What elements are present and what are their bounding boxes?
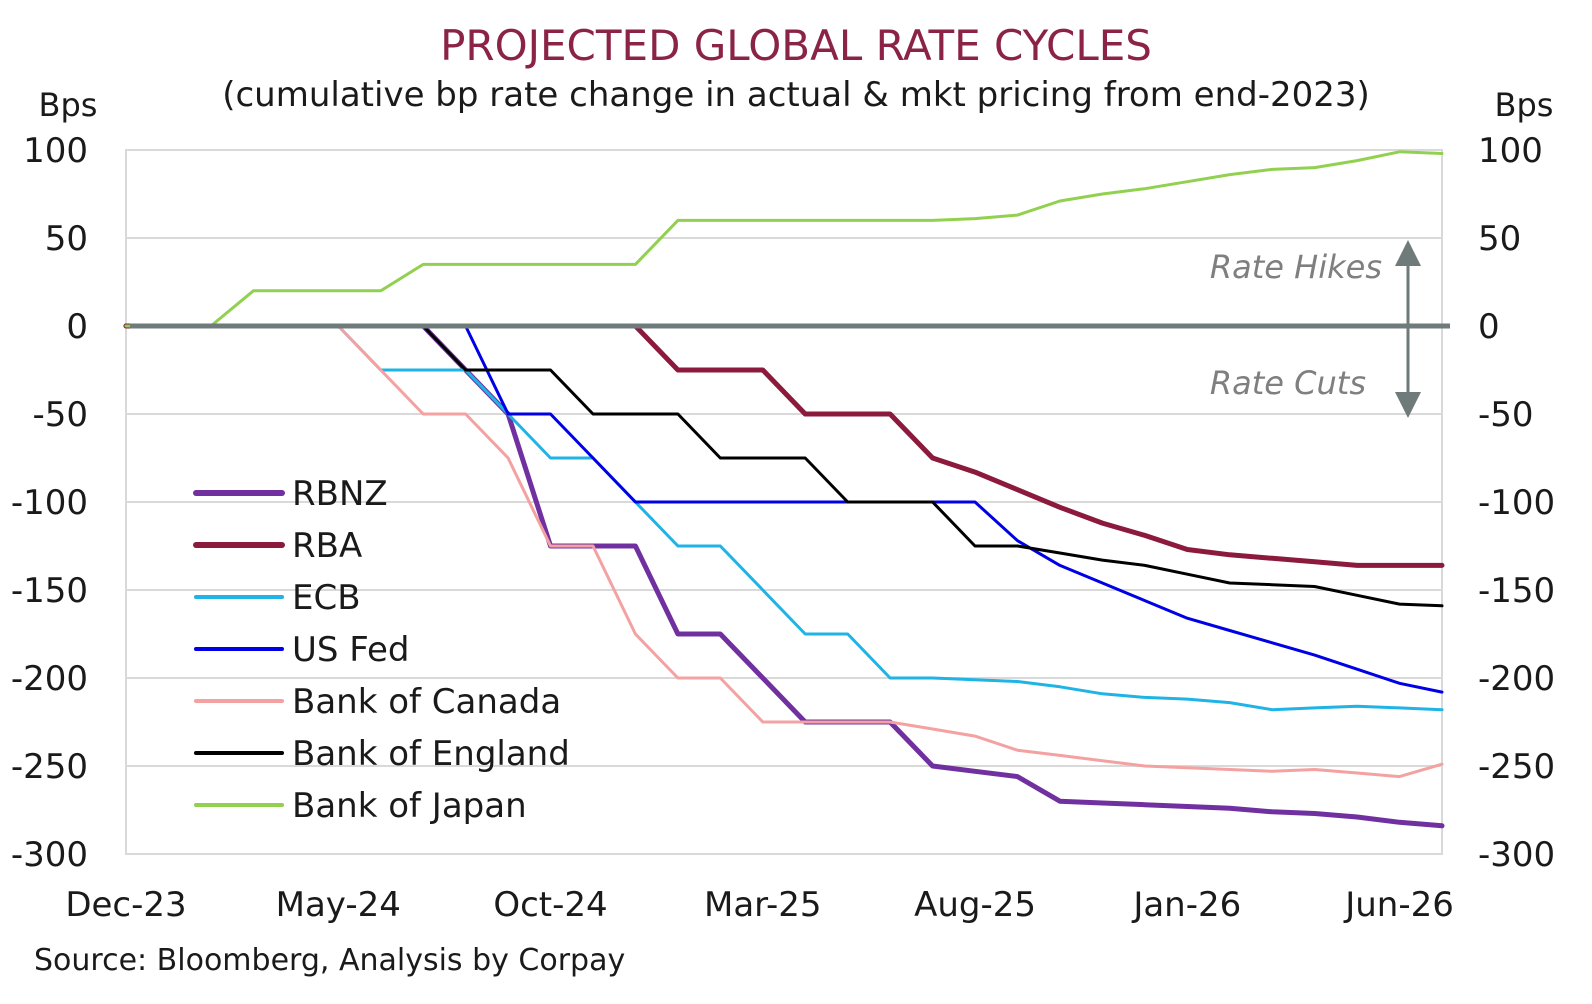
x-axis: Dec-23 May-24 Oct-24 Mar-25 Aug-25 Jan-26 Jun-… [65, 885, 1454, 925]
x-tick-label: Jan-26 [1131, 885, 1241, 925]
y-tick-label-right: -150 [1478, 571, 1555, 611]
legend-label: RBA [292, 526, 362, 566]
y-axis-left: 100 50 0 -50 -100 -150 -200 -250 -300 [11, 131, 88, 875]
legend-label: ECB [292, 578, 361, 618]
y-tick-label-right: -100 [1478, 483, 1555, 523]
chart-title: PROJECTED GLOBAL RATE CYCLES [440, 21, 1152, 70]
rate-hikes-annotation: Rate Hikes [1210, 248, 1382, 286]
y-tick-label-left: 50 [45, 219, 88, 259]
y-tick-label-left: -150 [11, 571, 88, 611]
x-tick-label: Aug-25 [914, 885, 1036, 925]
legend-label: RBNZ [292, 474, 388, 514]
arrow-down-icon [1395, 392, 1421, 418]
rate-cuts-annotation: Rate Cuts [1210, 364, 1366, 402]
legend-label: Bank of Japan [292, 786, 527, 826]
x-tick-label: Dec-23 [65, 885, 186, 925]
y-axis-left-label: Bps [39, 86, 98, 124]
gridlines [126, 149, 1442, 855]
y-tick-label-left: -200 [11, 659, 88, 699]
source-note: Source: Bloomberg, Analysis by Corpay [34, 943, 625, 978]
y-tick-label-right: -200 [1478, 659, 1555, 699]
x-tick-label: Oct-24 [493, 885, 607, 925]
y-tick-label-left: 100 [23, 131, 88, 171]
y-tick-label-right: -300 [1478, 835, 1555, 875]
y-axis-right-label: Bps [1495, 86, 1554, 124]
y-tick-label-left: -50 [32, 395, 88, 435]
y-tick-label-left: -100 [11, 483, 88, 523]
legend-label: Bank of Canada [292, 682, 561, 722]
x-tick-label: Jun-26 [1343, 885, 1454, 925]
y-tick-label-left: 0 [66, 307, 88, 347]
x-tick-label: May-24 [276, 885, 401, 925]
legend-label: US Fed [292, 630, 409, 670]
y-tick-label-right: -250 [1478, 747, 1555, 787]
y-tick-label-left: -300 [11, 835, 88, 875]
legend: RBNZ RBA ECB US Fed Bank of Canada Bank of En… [193, 474, 570, 826]
legend-label: Bank of England [292, 734, 570, 774]
y-tick-label-right: 100 [1478, 131, 1543, 171]
y-tick-label-right: -50 [1478, 395, 1534, 435]
series-line-bank-of-japan [124, 150, 1444, 328]
arrow-up-icon [1395, 240, 1421, 266]
y-tick-label-right: 0 [1478, 307, 1500, 347]
rate-direction-arrow [1395, 240, 1421, 418]
y-axis-right: 100 50 0 -50 -100 -150 -200 -250 -300 [1478, 131, 1555, 875]
y-tick-label-left: -250 [11, 747, 88, 787]
series-line-bank-of-canada [124, 324, 1444, 779]
y-tick-label-right: 50 [1478, 219, 1521, 259]
chart-subtitle: (cumulative bp rate change in actual & m… [222, 75, 1370, 115]
x-tick-label: Mar-25 [704, 885, 822, 925]
